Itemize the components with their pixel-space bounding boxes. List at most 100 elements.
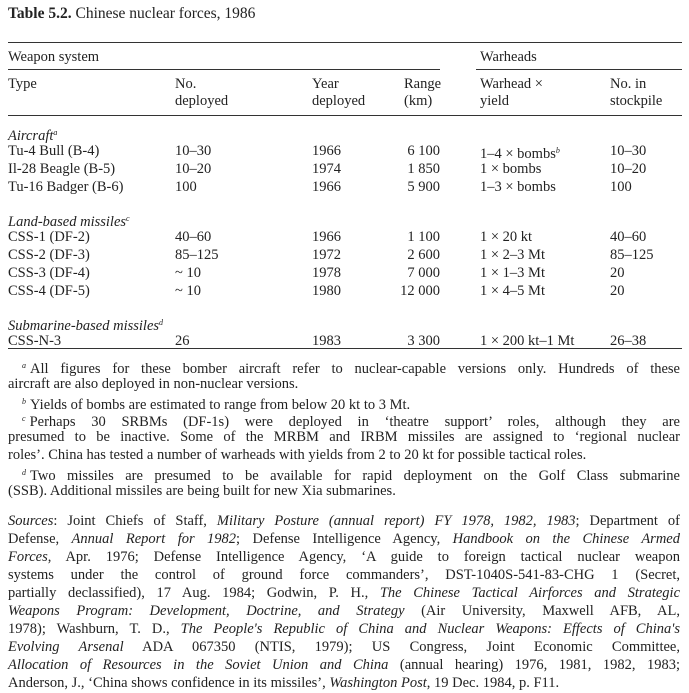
cell-text: 26	[175, 333, 190, 349]
table-cell: 3 300	[407, 332, 440, 350]
table-cell: 1 × 200 kt–1 Mt	[480, 332, 574, 350]
table-cell: 10–30	[175, 142, 211, 160]
header-weapon-system: Weapon system	[8, 49, 100, 65]
table-cell: 1966	[312, 178, 341, 196]
table-cell: 1 × 4–5 Mt	[480, 282, 545, 300]
table-cell: 1972	[312, 246, 341, 264]
table-cell: 1978	[312, 264, 341, 282]
cell-text: CSS-3 (DF-4)	[8, 265, 90, 281]
section-title: Land-based missilesc	[8, 210, 130, 231]
table-cell: 1 × 2–3 Mt	[480, 246, 545, 264]
sources-line: Defense, Annual Report for 1982; Defense…	[8, 530, 680, 548]
table-row: CSS-N-3 26 1983 3 300 1 × 200 kt–1 Mt 26–38	[0, 332, 689, 350]
weapon-system-rule	[8, 69, 440, 70]
sources-segment: 1978); Washburn, T. D.,	[8, 621, 181, 637]
cell-text: 1983	[312, 333, 341, 349]
table-cell: 1974	[312, 160, 341, 178]
section-header: Aircrafta	[0, 124, 689, 144]
column-header: stockpile	[610, 93, 663, 109]
sources-segment: systems under the control of ground forc…	[8, 567, 680, 583]
cell-text: 1–3 × bombs	[480, 179, 556, 195]
column-header-row: (km)	[0, 92, 689, 110]
cell-text: 20	[610, 265, 625, 281]
table-caption: Chinese nuclear forces, 1986	[75, 5, 256, 22]
footnote-marker: c	[126, 214, 130, 223]
table-cell: 1 × 1–3 Mt	[480, 264, 545, 282]
cell-text: 1 × 20 kt	[480, 229, 533, 245]
cell-text: 1 × bombs	[480, 161, 542, 177]
header-rule	[8, 115, 682, 116]
table-row: Il-28 Beagle (B-5) 10–20 1974 1 850 1 × bomb…	[0, 160, 689, 178]
table-cell: 1–3 × bombs	[480, 178, 556, 196]
footnote-marker: b	[22, 396, 26, 406]
footnote-text: presumed to be inactive. Some of the MRB…	[8, 429, 680, 446]
sources-line: systems under the control of ground forc…	[8, 566, 680, 584]
cell-text: ~ 10	[175, 283, 201, 299]
sources-segment: ; Defense Intelligence Agency,	[236, 531, 453, 547]
footnote-text: All figures for these bomber aircraft re…	[30, 361, 680, 377]
table-cell: CSS-N-3	[8, 332, 61, 350]
column-header-row: deployed	[0, 92, 689, 110]
cell-text: 10–30	[175, 143, 212, 159]
cell-text: 1 × 200 kt–1 Mt	[480, 333, 575, 349]
section-name: Aircraft	[8, 128, 54, 144]
table-cell: ~ 10	[175, 282, 201, 300]
table-cell: 5 900	[407, 178, 440, 196]
column-header-row: yield	[0, 92, 689, 110]
cell-text: Tu-4 Bull (B-4)	[8, 143, 100, 159]
sources-segment: (Air University, Maxwell AFB, AL,	[404, 603, 680, 619]
table-row: CSS-1 (DF-2) 40–60 1966 1 100 1 × 20 kt 40–60	[0, 228, 689, 246]
sources-line: Evolving Arsenal ADA 067350 (NTIS, 1979)…	[8, 638, 680, 656]
sources-segment: , Apr. 1976; Defense Intelligence Agency…	[47, 549, 680, 565]
cell-text: CSS-1 (DF-2)	[8, 229, 90, 245]
sources-segment: The People's Republic of China and Nucle…	[180, 621, 680, 637]
footnote-line: d Two missiles are presumed to be availab…	[8, 464, 680, 484]
table-cell: Il-28 Beagle (B-5)	[8, 160, 115, 178]
table-cell: 1 × bombs	[480, 160, 541, 178]
cell-text: 1 100	[407, 229, 440, 245]
table-number: Table 5.2.	[8, 5, 72, 22]
sources-line: Weapons Program: Development, Doctrine, …	[8, 602, 680, 620]
column-header-row: Year	[0, 75, 689, 93]
cell-text: 20	[610, 283, 625, 299]
column-header: deployed	[175, 93, 229, 109]
section-name: Submarine-based missiles	[8, 318, 160, 334]
column-header: Range	[404, 76, 442, 92]
cell-text: 10–30	[610, 143, 647, 159]
sources-segment: Military Posture (annual report) FY 1978…	[216, 513, 576, 529]
table-cell: CSS-2 (DF-3)	[8, 246, 90, 264]
footnote-text: Yields of bombs are estimated to range f…	[30, 396, 411, 413]
sources-segment: Anderson, J., ‘China shows confidence in…	[8, 675, 330, 691]
sources-line: Allocation of Resources in the Soviet Un…	[8, 656, 680, 674]
cell-text: 1972	[312, 247, 341, 263]
table-row: CSS-2 (DF-3) 85–125 1972 2 600 1 × 2–3 Mt 85–…	[0, 246, 689, 264]
cell-text: 85–125	[175, 247, 219, 263]
table-cell: CSS-4 (DF-5)	[8, 282, 90, 300]
footnote-marker: d	[22, 467, 26, 477]
column-header-row: No. in	[0, 75, 689, 93]
sources-segment: , 19 Dec. 1984, p. F11.	[426, 675, 560, 691]
sources-segment: Defense,	[8, 531, 72, 547]
section-header: Submarine-based missilesd	[0, 314, 689, 334]
footnote-marker: b	[555, 146, 560, 155]
cell-text: Tu-16 Badger (B-6)	[8, 179, 124, 195]
table-cell: ~ 10	[175, 264, 201, 282]
column-header-row: stockpile	[0, 92, 689, 110]
cell-text: 10–20	[175, 161, 212, 177]
footnote-marker: a	[53, 128, 58, 137]
column-header-row: Type	[0, 75, 689, 93]
cell-text: ~ 10	[175, 265, 201, 281]
table-cell: 20	[610, 264, 625, 282]
top-rule	[8, 42, 682, 43]
column-header: No. in	[610, 76, 647, 92]
table-cell: 2 600	[407, 246, 440, 264]
sources-line: Sources: Joint Chiefs of Staff, Military…	[8, 512, 680, 530]
footnote-text: aircraft are also deployed in non-nuclea…	[8, 375, 299, 392]
cell-text: 1974	[312, 161, 341, 177]
table-cell: 1980	[312, 282, 341, 300]
column-header: (km)	[404, 93, 433, 109]
sources-segment: Sources	[8, 513, 54, 529]
cell-text: 100	[610, 179, 632, 195]
cell-text: 1 850	[407, 161, 440, 177]
cell-text: 26–38	[610, 333, 647, 349]
